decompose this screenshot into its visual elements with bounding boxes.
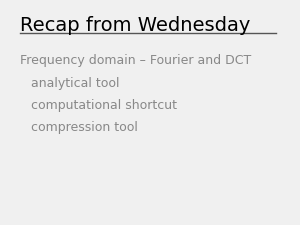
Text: Frequency domain – Fourier and DCT: Frequency domain – Fourier and DCT bbox=[20, 54, 251, 67]
Text: computational shortcut: computational shortcut bbox=[31, 99, 177, 112]
Text: compression tool: compression tool bbox=[31, 122, 138, 135]
Text: analytical tool: analytical tool bbox=[31, 76, 120, 90]
Text: Recap from Wednesday: Recap from Wednesday bbox=[20, 16, 250, 35]
